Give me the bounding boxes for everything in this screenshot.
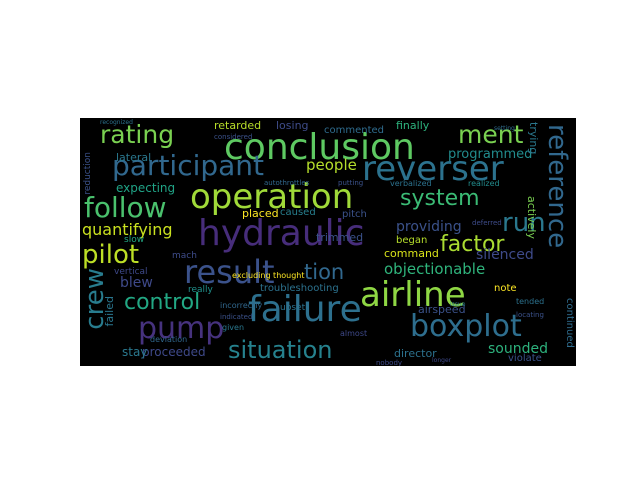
cloud-word: tended bbox=[516, 297, 545, 306]
cloud-word: continued bbox=[564, 298, 575, 348]
cloud-word: note bbox=[494, 283, 517, 294]
cloud-word: sounded bbox=[488, 341, 548, 357]
cloud-word: command bbox=[384, 247, 439, 260]
cloud-word: lateral bbox=[116, 151, 152, 164]
cloud-word: pump bbox=[138, 311, 225, 346]
cloud-word: deferred bbox=[472, 219, 502, 227]
cloud-word: losing bbox=[276, 119, 309, 132]
cloud-word: programmed bbox=[448, 147, 533, 162]
cloud-word: incorrectly bbox=[220, 301, 263, 310]
cloud-word: factor bbox=[440, 232, 505, 257]
cloud-word: placed bbox=[242, 207, 279, 220]
cloud-word: indicated bbox=[220, 313, 253, 321]
cloud-word: putting bbox=[338, 179, 364, 187]
cloud-word: result bbox=[184, 253, 275, 291]
cloud-word: conclusion bbox=[224, 127, 415, 168]
cloud-word: pitch bbox=[342, 209, 367, 220]
cloud-word: airspeed bbox=[418, 303, 466, 316]
cloud-word: commented bbox=[324, 125, 385, 136]
cloud-word: almost bbox=[340, 329, 368, 338]
cloud-word: recognized bbox=[100, 119, 133, 126]
cloud-word: tion bbox=[304, 260, 345, 284]
cloud-word: finally bbox=[396, 119, 430, 132]
cloud-word: blew bbox=[120, 275, 153, 291]
cloud-word: expecting bbox=[116, 181, 176, 195]
cloud-word: boxplot bbox=[410, 309, 522, 344]
cloud-word: run bbox=[502, 208, 546, 238]
cloud-word: locating bbox=[516, 311, 544, 319]
cloud-word: verbalized bbox=[390, 179, 432, 188]
cloud-word: quantifying bbox=[82, 220, 173, 239]
cloud-word: caused bbox=[280, 207, 316, 218]
cloud-word: nobody bbox=[376, 359, 403, 367]
cloud-word: proceeded bbox=[142, 345, 206, 359]
cloud-word: retarded bbox=[214, 119, 262, 132]
cloud-word: began bbox=[396, 235, 428, 246]
cloud-word: mach bbox=[172, 251, 197, 261]
cloud-word: providing bbox=[396, 219, 462, 235]
cloud-word: control bbox=[124, 290, 201, 315]
cloud-word: stay bbox=[122, 345, 148, 359]
cloud-word: failed bbox=[103, 296, 116, 327]
cloud-word: vertical bbox=[114, 267, 148, 277]
cloud-word: follow bbox=[84, 191, 167, 224]
cloud-word: upset bbox=[280, 303, 306, 313]
cloud-word: failure bbox=[248, 289, 362, 330]
cloud-word: pilot bbox=[82, 240, 140, 270]
cloud-word: issue bbox=[450, 301, 466, 308]
cloud-word: airline bbox=[360, 275, 466, 315]
cloud-word: hydraulic bbox=[198, 213, 365, 254]
cloud-word: operation bbox=[190, 177, 354, 217]
cloud-word: trying bbox=[527, 122, 540, 155]
cloud-word: system bbox=[400, 186, 480, 211]
cloud-word: slow bbox=[124, 235, 145, 245]
word-cloud: conclusion reverser operation hydraulic … bbox=[80, 118, 576, 366]
cloud-word: reference bbox=[542, 124, 572, 249]
cloud-word: silenced bbox=[476, 247, 534, 263]
cloud-word: objectionable bbox=[384, 260, 486, 278]
cloud-word: reverser bbox=[362, 149, 504, 189]
cloud-word: reduction bbox=[83, 152, 93, 195]
cloud-word: setting bbox=[494, 125, 515, 132]
cloud-word: violate bbox=[508, 353, 542, 364]
cloud-word: trimmed bbox=[316, 231, 364, 244]
cloud-word: autothrottles bbox=[264, 179, 310, 187]
cloud-word: excluding thought bbox=[232, 271, 305, 280]
cloud-word: ment bbox=[458, 120, 524, 149]
cloud-word: actively bbox=[525, 196, 538, 240]
cloud-word: troubleshooting bbox=[260, 283, 339, 294]
cloud-word: participant bbox=[112, 149, 265, 182]
cloud-word: deviation bbox=[150, 335, 188, 344]
cloud-word: given bbox=[222, 323, 245, 332]
cloud-word: realized bbox=[468, 179, 500, 188]
cloud-word: longer bbox=[432, 357, 452, 364]
cloud-word: really bbox=[188, 285, 213, 295]
cloud-word: director bbox=[394, 347, 437, 360]
cloud-word: people bbox=[306, 156, 357, 174]
cloud-word: situation bbox=[228, 336, 333, 364]
cloud-word: considered bbox=[214, 133, 253, 141]
cloud-word: rating bbox=[100, 120, 175, 149]
